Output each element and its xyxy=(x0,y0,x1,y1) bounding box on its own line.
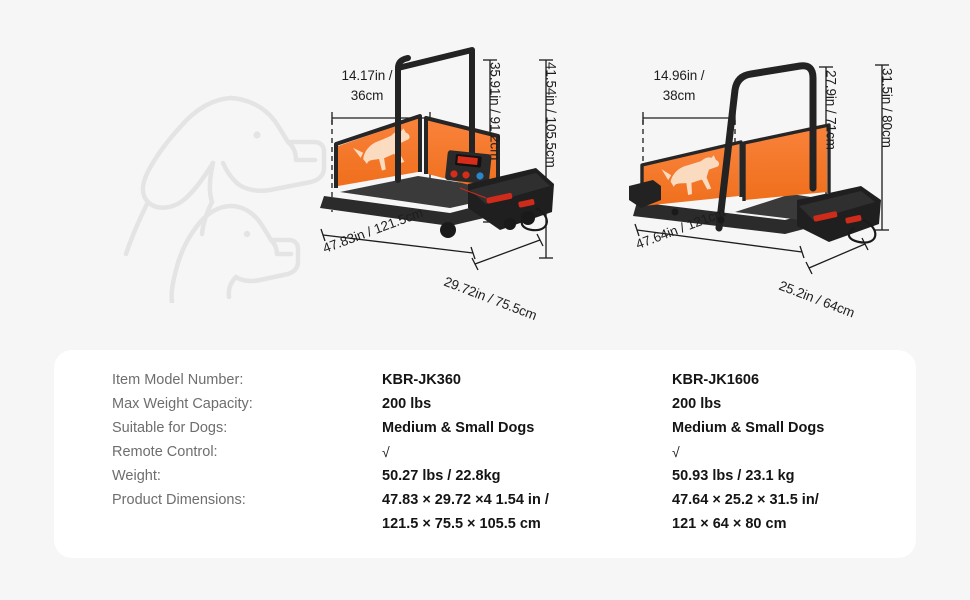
spec-value-product-dimensions-product-2: 47.64 × 25.2 × 31.5 in/ 121 × 64 × 80 cm xyxy=(672,492,819,532)
dim-total-height-1: 41.54in / 105.5cm xyxy=(543,62,559,168)
dim-side-rail-width-2: 14.96in / 38cm xyxy=(653,68,705,103)
spec-label-product-dimensions: Product Dimensions: xyxy=(112,492,246,508)
treadmill-jk360-illustration xyxy=(320,47,554,271)
spec-label-weight: Weight: xyxy=(112,468,161,484)
spec-value-item-model-number-product-1: KBR-JK360 xyxy=(382,372,461,388)
spec-value-max-weight-capacity-product-2: 200 lbs xyxy=(672,396,722,412)
spec-label-suitable-for-dogs: Suitable for Dogs: xyxy=(112,420,228,436)
dog-outline-illustration xyxy=(118,78,328,306)
spec-value-weight-product-1: 50.27 lbs / 22.8kg xyxy=(382,468,501,484)
treadmill-jk1606-illustration xyxy=(629,62,889,275)
dim-rail-height-1: 35.91in / 91.2cm xyxy=(487,62,503,161)
spec-label-item-model-number: Item Model Number: xyxy=(112,372,244,388)
spec-value-suitable-for-dogs-product-2: Medium & Small Dogs xyxy=(672,420,825,436)
spec-value-weight-product-2: 50.93 lbs / 23.1 kg xyxy=(672,468,795,484)
spec-value-max-weight-capacity-product-1: 200 lbs xyxy=(382,396,432,412)
product-figure-2: 14.96in / 38cm 27.9in / 71cm 31.5in / 80… xyxy=(615,40,925,330)
product-figure-1: 14.17in / 36cm 35.91in / 91.2cm 41.54in … xyxy=(300,40,600,330)
spec-label-max-weight-capacity: Max Weight Capacity: xyxy=(112,396,253,412)
spec-value-remote-control-product-1: √ xyxy=(382,444,390,460)
spec-value-remote-control-product-2: √ xyxy=(672,444,680,460)
spec-value-product-dimensions-product-1: 47.83 × 29.72 ×4 1.54 in / 121.5 × 75.5 … xyxy=(382,492,549,532)
dim-total-height-2: 31.5in / 80cm xyxy=(879,68,895,148)
spec-table: Item Model Number: KBR-JK360 KBR-JK1606 … xyxy=(112,368,932,536)
spec-comparison-card: Item Model Number: KBR-JK360 KBR-JK1606 … xyxy=(54,350,916,558)
spec-value-item-model-number-product-2: KBR-JK1606 xyxy=(672,372,760,388)
spec-label-remote-control: Remote Control: xyxy=(112,444,218,460)
dim-rail-height-2: 27.9in / 71cm xyxy=(823,70,839,150)
spec-value-suitable-for-dogs-product-1: Medium & Small Dogs xyxy=(382,420,535,436)
dim-side-rail-width-1: 14.17in / 36cm xyxy=(341,68,393,103)
